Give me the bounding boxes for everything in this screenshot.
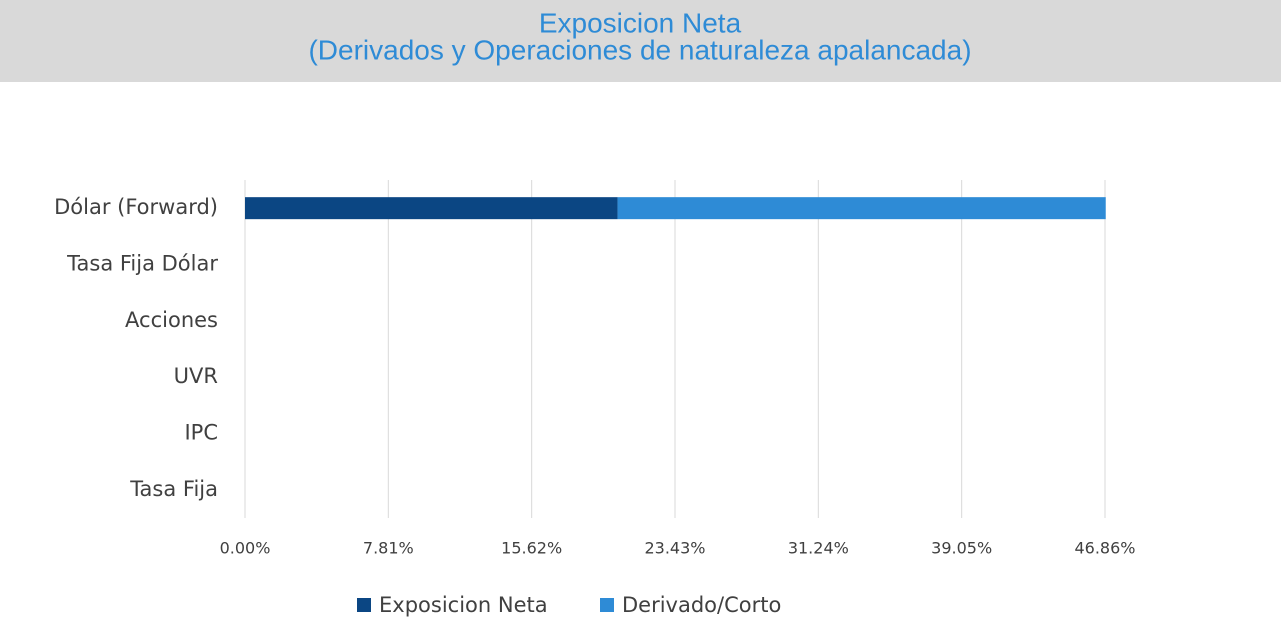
y-tick-label: UVR [174, 364, 218, 388]
chart-title: Exposicion Neta [539, 7, 742, 38]
y-tick-label: Dólar (Forward) [54, 195, 218, 219]
y-tick-label: Tasa Fija Dólar [66, 252, 218, 276]
title-banner [0, 0, 1281, 82]
bar [617, 197, 1106, 220]
legend-swatch [357, 598, 371, 612]
bar [245, 197, 618, 220]
legend-label: Derivado/Corto [622, 593, 781, 617]
legend-label: Exposicion Neta [379, 593, 548, 617]
x-tick-label: 31.24% [788, 539, 849, 558]
x-tick-label: 0.00% [220, 539, 271, 558]
legend-swatch [600, 598, 614, 612]
y-tick-label: Acciones [125, 308, 218, 332]
x-tick-label: 46.86% [1074, 539, 1135, 558]
chart-subtitle: (Derivados y Operaciones de naturaleza a… [308, 34, 971, 65]
x-tick-label: 15.62% [501, 539, 562, 558]
x-tick-label: 39.05% [931, 539, 992, 558]
x-tick-label: 7.81% [363, 539, 414, 558]
x-tick-label: 23.43% [644, 539, 705, 558]
y-tick-label: IPC [184, 421, 218, 445]
y-tick-label: Tasa Fija [129, 477, 218, 501]
